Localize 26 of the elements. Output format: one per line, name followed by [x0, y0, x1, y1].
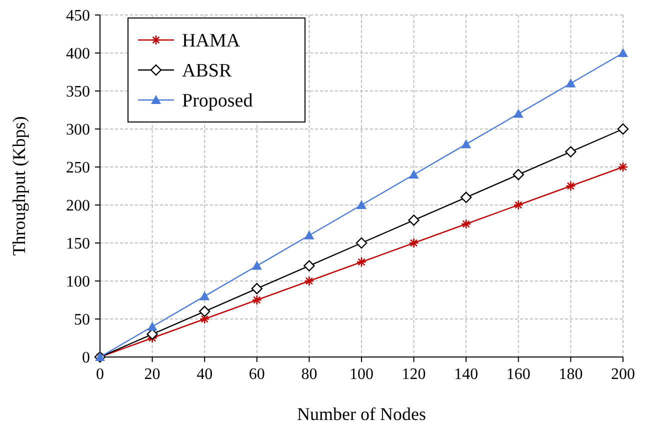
legend-label: HAMA — [182, 30, 240, 52]
x-tick-label: 20 — [144, 366, 160, 383]
y-tick-label: 400 — [66, 46, 90, 63]
y-tick-label: 450 — [66, 8, 90, 25]
x-tick-label: 120 — [402, 366, 426, 383]
legend-label: Proposed — [182, 90, 254, 112]
x-tick-label: 180 — [558, 366, 583, 383]
y-tick-label: 200 — [66, 198, 90, 215]
legend-label: ABSR — [182, 60, 232, 82]
y-tick-label: 350 — [66, 84, 90, 101]
x-axis-title: Number of Nodes — [297, 404, 426, 424]
y-tick-label: 150 — [66, 236, 90, 253]
x-tick-label: 200 — [611, 366, 635, 383]
x-tick-label: 140 — [454, 366, 478, 383]
y-tick-label: 100 — [66, 274, 90, 291]
x-tick-label: 160 — [506, 366, 530, 383]
y-tick-label: 50 — [74, 312, 90, 329]
x-tick-label: 60 — [248, 366, 265, 383]
y-tick-label: 0 — [82, 350, 90, 367]
x-tick-label: 100 — [350, 366, 374, 383]
x-tick-label: 80 — [301, 366, 318, 383]
y-axis-title: Throughput (Kbps) — [9, 116, 29, 256]
x-tick-label: 40 — [196, 366, 213, 383]
y-tick-label: 250 — [66, 160, 90, 177]
y-tick-label: 300 — [66, 122, 90, 139]
x-tick-label: 0 — [96, 366, 104, 383]
